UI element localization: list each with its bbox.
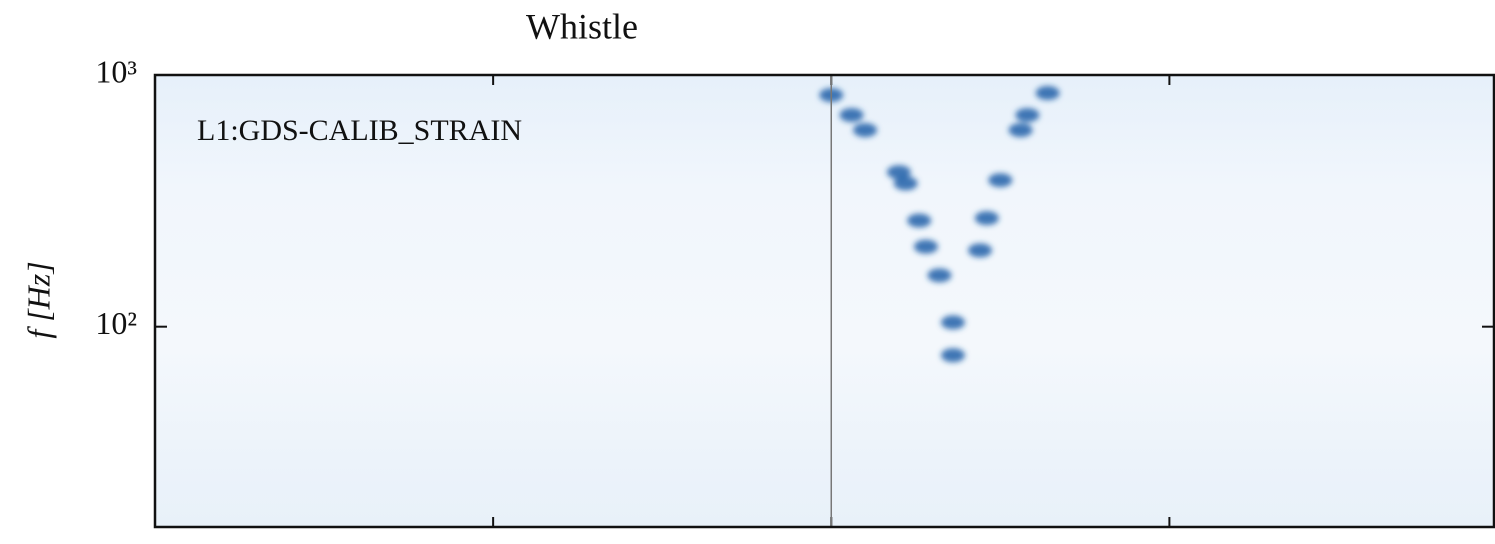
page: Whistle L1:GDS-CALIB_STRAIN f [Hz] 10³ 10… [0,0,1495,544]
y-tick-label: 10² [95,305,137,341]
spectrogram-blob [1009,123,1033,137]
spectrogram-blob [1015,108,1039,122]
spectrogram-blob [840,108,864,122]
spectrogram-blob [907,214,931,228]
spectrogram-blob [894,176,918,190]
spectrogram-blob [988,173,1012,187]
spectrogram-blob [968,243,992,257]
annotation: L1:GDS-CALIB_STRAIN [197,114,522,147]
y-tick-label: 10³ [95,53,137,89]
chart: Whistle L1:GDS-CALIB_STRAIN f [Hz] 10³ 10… [0,0,1495,544]
spectrogram-blob [914,240,938,254]
spectrogram-blob [927,268,951,282]
chart-title: Whistle [526,6,638,46]
spectrogram-blob [941,315,965,329]
spectrogram-blob [941,348,965,362]
spectrogram-blob [1036,86,1060,100]
y-axis-label: f [Hz] [20,261,56,338]
spectrogram-blob [975,211,999,225]
spectrogram-blob [853,123,877,137]
